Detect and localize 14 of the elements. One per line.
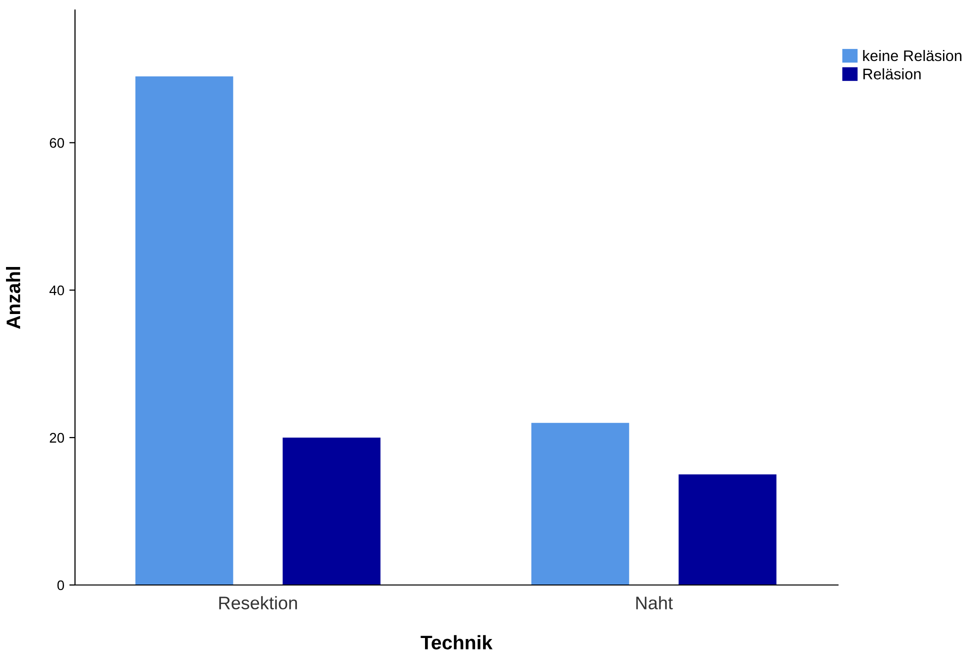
x-axis-title: Technik xyxy=(420,635,493,650)
y-axis-title: Anzahl xyxy=(6,267,20,329)
y-tick-label: 60 xyxy=(50,138,64,148)
legend-label: Reläsion xyxy=(863,68,921,80)
y-tick-label: 0 xyxy=(57,580,64,590)
bar xyxy=(678,474,776,585)
legend-label: keine Reläsion xyxy=(863,50,962,62)
y-tick-label: 40 xyxy=(49,285,64,296)
bar xyxy=(135,76,234,585)
bar xyxy=(282,438,380,585)
bar xyxy=(531,422,630,585)
y-tick-label: 20 xyxy=(50,432,64,443)
x-tick-label: Resektion xyxy=(219,596,297,610)
x-tick-label: Naht xyxy=(636,596,673,610)
